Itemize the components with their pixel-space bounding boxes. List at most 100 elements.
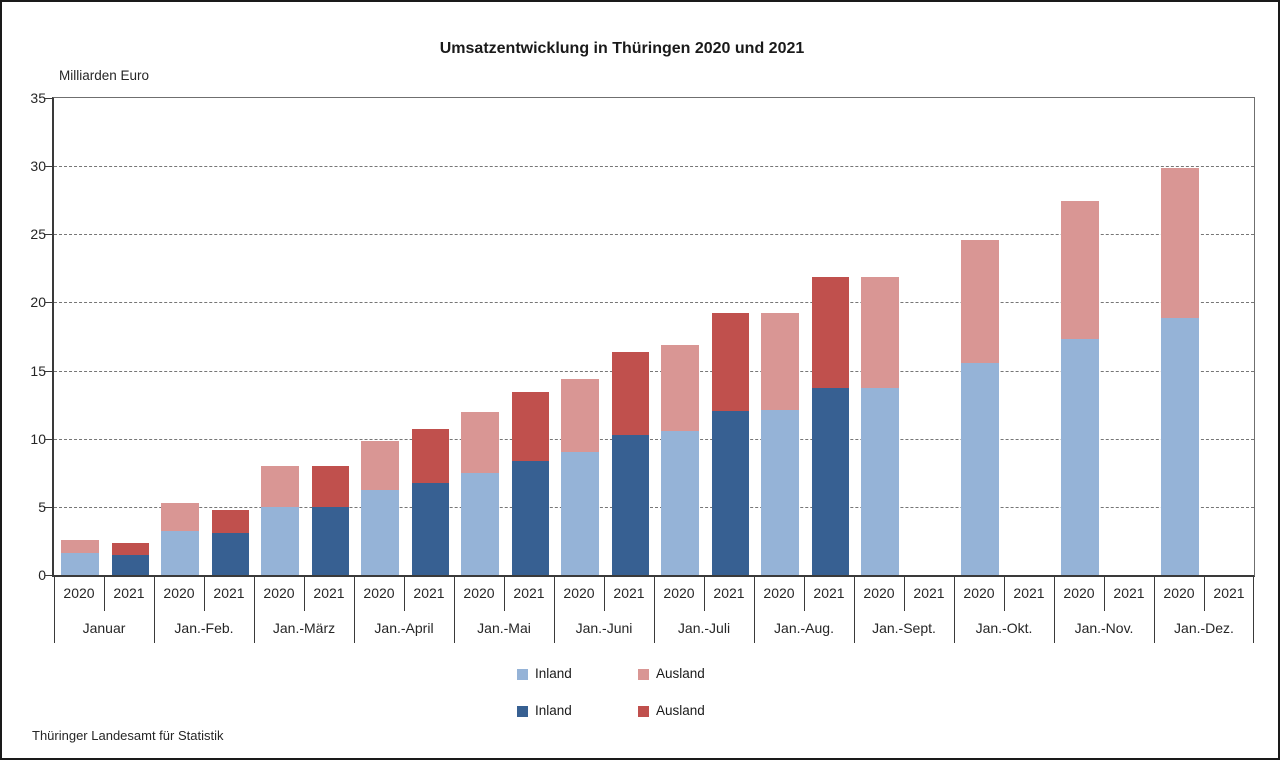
gridline-15 — [54, 370, 1254, 372]
legend-label: Ausland — [656, 703, 705, 718]
y-tick-label-0: 0 — [38, 567, 46, 583]
month-label-Jan.-Nov.: Jan.-Nov. — [1074, 620, 1134, 636]
bar-ausland-2020-Januar — [61, 539, 99, 554]
year-separator — [404, 575, 405, 611]
group-separator — [1253, 575, 1254, 643]
bar-inland-2021-Jan.-Feb. — [211, 533, 249, 575]
bar-inland-2020-Jan.-Mai — [461, 472, 499, 575]
year-label-2021-Jan.-Feb.: 2021 — [213, 585, 245, 601]
year-label-2020-Jan.-Juli: 2020 — [663, 585, 695, 601]
month-label-Jan.-März: Jan.-März — [272, 620, 336, 636]
y-tick-mark — [45, 438, 52, 440]
year-separator — [804, 575, 805, 611]
gridline-25 — [54, 234, 1254, 236]
year-label-2021-Jan.-Sept.: 2021 — [913, 585, 945, 601]
year-label-2020-Jan.-Mai: 2020 — [463, 585, 495, 601]
bar-inland-2020-Jan.-Aug. — [761, 410, 799, 575]
bar-ausland-2020-Jan.-Juni — [561, 378, 599, 452]
bar-inland-2020-Januar — [61, 553, 99, 575]
year-separator — [704, 575, 705, 611]
group-separator — [454, 575, 455, 643]
year-label-2020-Jan.-März: 2020 — [263, 585, 295, 601]
year-label-2020-Jan.-April: 2020 — [363, 585, 395, 601]
month-label-Jan.-Sept.: Jan.-Sept. — [872, 620, 936, 636]
legend: Inland Ausland Inland Ausland — [517, 666, 759, 740]
year-label-2020-Jan.-Sept.: 2020 — [863, 585, 895, 601]
bar-ausland-2021-Jan.-Aug. — [811, 276, 849, 389]
year-label-2021-Jan.-Juli: 2021 — [713, 585, 745, 601]
year-label-2021-Jan.-Mai: 2021 — [513, 585, 545, 601]
bar-inland-2021-Jan.-März — [311, 506, 349, 575]
bar-inland-2020-Jan.-Feb. — [161, 530, 199, 575]
bar-inland-2020-Jan.-Nov. — [1061, 338, 1099, 575]
source-label: Thüringer Landesamt für Statistik — [32, 728, 224, 743]
bar-inland-2021-Jan.-Juli — [711, 411, 749, 575]
y-axis-unit-label: Milliarden Euro — [59, 68, 150, 83]
bar-inland-2021-Jan.-Juni — [611, 434, 649, 575]
bar-ausland-2020-Jan.-Sept. — [861, 276, 899, 388]
bar-ausland-2020-Jan.-Okt. — [961, 240, 999, 364]
legend-swatch — [638, 669, 649, 680]
chart-title: Umsatzentwicklung in Thüringen 2020 und … — [439, 40, 805, 57]
bar-ausland-2021-Januar — [111, 542, 149, 556]
bar-ausland-2020-Jan.-Aug. — [761, 312, 799, 411]
year-label-2021-Jan.-April: 2021 — [413, 585, 445, 601]
y-tick-label-5: 5 — [38, 498, 46, 515]
year-label-2020-Jan.-Okt.: 2020 — [963, 585, 995, 601]
bar-inland-2021-Jan.-April — [411, 483, 449, 575]
group-separator — [654, 575, 655, 643]
group-separator — [754, 575, 755, 643]
month-label-Jan.-Feb.: Jan.-Feb. — [174, 620, 234, 636]
plot-area — [52, 97, 1255, 577]
group-separator — [154, 575, 155, 643]
y-tick-mark — [45, 234, 52, 236]
group-separator — [1054, 575, 1055, 643]
bar-ausland-2021-Jan.-April — [411, 428, 449, 484]
group-separator — [554, 575, 555, 643]
bar-ausland-2021-Jan.-Feb. — [211, 509, 249, 534]
bar-ausland-2020-Jan.-Mai — [461, 412, 499, 473]
year-label-2020-Januar: 2020 — [63, 585, 95, 601]
year-label-2021-Januar: 2021 — [113, 585, 145, 601]
year-label-2020-Jan.-Nov.: 2020 — [1063, 585, 1095, 601]
y-tick-label-10: 10 — [30, 430, 46, 447]
bar-ausland-2021-Jan.-Juli — [711, 312, 749, 412]
bar-ausland-2020-Jan.-Feb. — [161, 502, 199, 531]
bar-inland-2020-Jan.-Sept. — [861, 387, 899, 575]
bar-inland-2021-Januar — [111, 555, 149, 575]
gridline-10 — [54, 438, 1254, 440]
year-label-2021-Jan.-Aug.: 2021 — [813, 585, 845, 601]
group-separator — [954, 575, 955, 643]
year-label-2021-Jan.-Dez.: 2021 — [1213, 585, 1245, 601]
legend-item: Ausland — [638, 703, 759, 721]
y-tick-mark — [45, 575, 52, 576]
y-tick-mark — [45, 506, 52, 508]
y-tick-label-15: 15 — [30, 362, 46, 379]
bar-ausland-2020-Jan.-März — [261, 465, 299, 507]
year-separator — [1004, 575, 1005, 611]
year-label-2020-Jan.-Dez.: 2020 — [1163, 585, 1195, 601]
gridline-30 — [54, 166, 1254, 168]
group-separator — [854, 575, 855, 643]
legend-swatch — [517, 706, 528, 717]
year-separator — [1104, 575, 1105, 611]
legend-label: Inland — [535, 666, 572, 681]
legend-label: Ausland — [656, 666, 705, 681]
y-tick-label-35: 35 — [30, 90, 46, 106]
year-separator — [204, 575, 205, 611]
bar-inland-2020-Jan.-Juli — [661, 431, 699, 575]
legend-item: Ausland — [638, 666, 759, 684]
year-separator — [604, 575, 605, 611]
month-label-Jan.-Okt.: Jan.-Okt. — [975, 620, 1033, 636]
month-label-Jan.-Dez.: Jan.-Dez. — [1174, 620, 1234, 636]
bar-inland-2020-Jan.-Dez. — [1161, 318, 1199, 575]
year-label-2021-Jan.-Juni: 2021 — [613, 585, 645, 601]
month-label-Jan.-Aug.: Jan.-Aug. — [774, 620, 834, 636]
group-separator — [354, 575, 355, 643]
legend-row: Inland Ausland — [517, 703, 759, 721]
bar-ausland-2020-Jan.-April — [361, 440, 399, 490]
y-tick-mark — [45, 302, 52, 304]
month-label-Jan.-Mai: Jan.-Mai — [477, 620, 531, 636]
bar-inland-2020-Jan.-April — [361, 489, 399, 575]
